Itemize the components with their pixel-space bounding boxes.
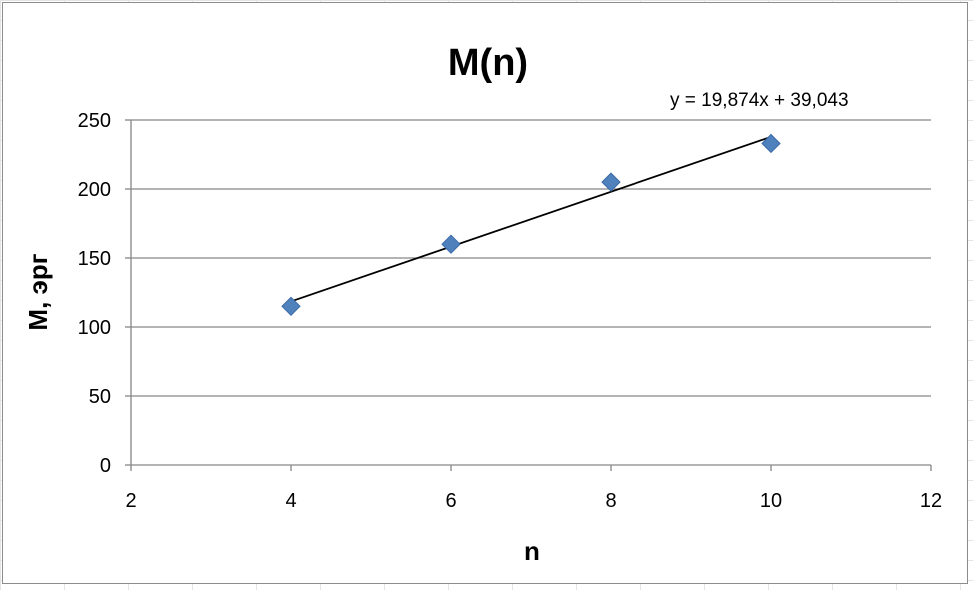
data-points — [281, 133, 781, 317]
x-axis-title[interactable]: n — [524, 536, 540, 566]
y-tick-label: 200 — [78, 179, 111, 201]
y-tick-label: 150 — [78, 248, 111, 270]
trendline-equation-label[interactable]: y = 19,874x + 39,043 — [670, 90, 849, 111]
data-point — [761, 133, 781, 154]
x-tick-label: 10 — [760, 490, 782, 512]
data-point — [441, 234, 461, 254]
gridlines — [131, 119, 931, 397]
x-tick-label: 6 — [445, 490, 456, 512]
trendline-layer — [290, 136, 772, 303]
x-tick-label: 2 — [125, 490, 136, 512]
y-tick-label: 0 — [100, 455, 111, 477]
y-axis-title[interactable]: M, эрг — [23, 253, 53, 330]
tick-labels: 0 50 100 150 200 250 2 4 6 8 10 12 — [78, 110, 943, 512]
y-tick-label: 100 — [78, 317, 111, 339]
x-tick-label: 12 — [920, 490, 942, 512]
trendline — [290, 136, 772, 303]
x-tick-label: 4 — [285, 490, 296, 512]
y-tick-label: 50 — [89, 386, 111, 408]
chart-title[interactable]: M(n) — [448, 42, 528, 84]
data-point — [281, 296, 301, 317]
data-point — [601, 172, 621, 192]
x-tick-label: 8 — [605, 490, 616, 512]
chart-area[interactable] — [2, 2, 968, 584]
y-tick-label: 250 — [78, 110, 111, 132]
axes — [125, 119, 932, 471]
